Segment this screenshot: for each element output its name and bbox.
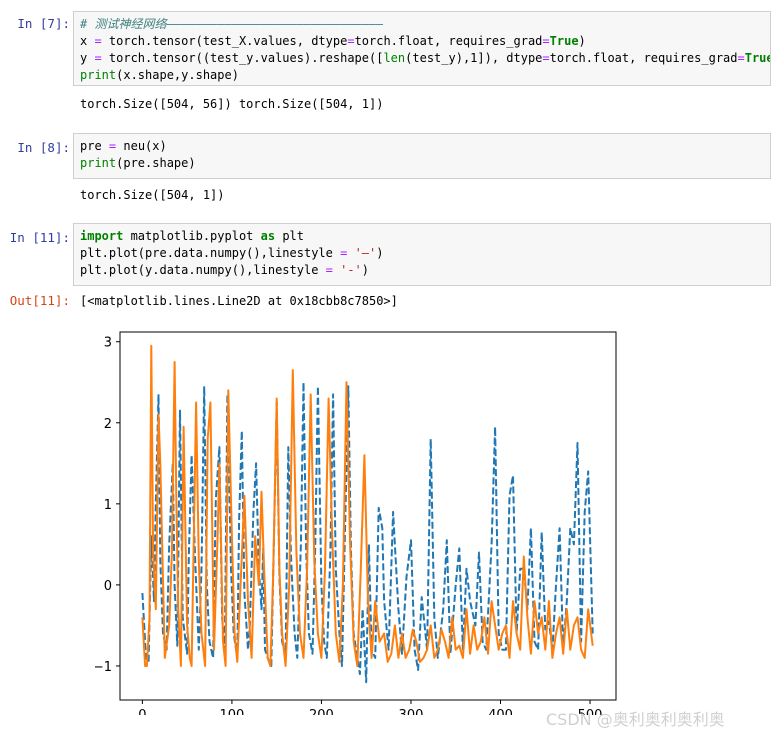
- code-token: =: [542, 51, 550, 65]
- input-prompt: In [11]:: [9, 230, 70, 245]
- series-layer: [141, 344, 594, 684]
- plot-frame: [119, 331, 617, 701]
- cell-output: [<matplotlib.lines.Line2D at 0x18cbb8c78…: [80, 294, 398, 308]
- code-line: x = torch.tensor(test_X.values, dtype=to…: [80, 33, 764, 50]
- series-line-1: [141, 344, 594, 667]
- code-token: =: [325, 263, 333, 277]
- code-line: y = torch.tensor((test_y.values).reshape…: [80, 50, 770, 67]
- code-token: print: [80, 156, 117, 170]
- code-token: [347, 246, 354, 260]
- code-line: # 测试神经网络——————————————————————————————: [80, 16, 764, 33]
- x-tick-label: 400: [488, 708, 513, 715]
- code-line: print(pre.shape): [80, 155, 764, 172]
- code-token: ): [376, 246, 384, 260]
- code-token: x: [80, 34, 95, 48]
- line-chart: 0 100 200 300 400 500 −1 0 1 2 3: [95, 331, 617, 715]
- code-token: print: [80, 68, 117, 82]
- tick-layer: 0 100 200 300 400 500 −1 0 1 2 3: [95, 336, 602, 715]
- input-prompt: In [8]:: [17, 140, 70, 155]
- code-token: plt.plot(pre.data.numpy(),linestyle: [80, 246, 341, 260]
- code-token: =: [108, 139, 117, 153]
- code-token: plt.plot(y.data.numpy(),linestyle: [80, 263, 326, 277]
- code-token: matplotlib.pyplot: [123, 229, 261, 243]
- y-tick-label: 2: [104, 417, 112, 432]
- code-token: torch.float, requires_grad: [354, 34, 543, 48]
- output-prompt: Out[11]:: [9, 293, 70, 308]
- code-token: '—': [354, 246, 377, 260]
- code-line: print(x.shape,y.shape): [80, 67, 764, 84]
- code-token: neu(x): [116, 139, 167, 153]
- code-token: (pre.shape): [116, 156, 196, 170]
- x-tick-label: 500: [578, 708, 603, 715]
- code-token: y: [80, 51, 95, 65]
- code-token: True: [549, 34, 579, 48]
- code-token: torch.tensor(test_X.values, dtype: [101, 34, 348, 48]
- code-token: torch.tensor((test_y.values).reshape([: [101, 51, 384, 65]
- code-token: True: [744, 51, 771, 65]
- code-token: (test_y),1]), dtype: [405, 51, 543, 65]
- code-token: =: [737, 51, 745, 65]
- code-token: torch.float, requires_grad: [549, 51, 738, 65]
- code-token: import: [80, 229, 124, 243]
- code-token: =: [542, 34, 550, 48]
- code-token: =: [94, 51, 102, 65]
- x-tick-label: 100: [219, 708, 244, 715]
- code-token: as: [260, 229, 276, 243]
- y-tick-label: 1: [104, 498, 112, 513]
- code-token: len: [383, 51, 406, 65]
- x-tick-label: 200: [309, 708, 334, 715]
- code-line: plt.plot(y.data.numpy(),linestyle = '-'): [80, 262, 764, 279]
- code-line: plt.plot(pre.data.numpy(),linestyle = '—…: [80, 245, 764, 262]
- code-token: ): [361, 263, 370, 277]
- y-tick-label: −1: [95, 660, 112, 675]
- code-token: =: [347, 34, 355, 48]
- input-prompt: In [7]:: [17, 16, 70, 31]
- code-editor[interactable]: pre = neu(x) print(pre.shape): [73, 133, 771, 179]
- code-token: plt: [275, 229, 304, 243]
- code-line: pre = neu(x): [80, 138, 764, 155]
- code-line: import matplotlib.pyplot as plt: [80, 228, 764, 245]
- code-token: # 测试神经网络——————————————————————————————: [80, 17, 384, 31]
- code-token: =: [94, 34, 102, 48]
- code-token: =: [340, 246, 348, 260]
- watermark-text: CSDN @奥利奥利奥利奥: [546, 710, 725, 729]
- y-tick-label: 0: [104, 579, 112, 594]
- cell-output: torch.Size([504, 1]): [80, 188, 225, 202]
- code-token: ): [578, 34, 586, 48]
- y-tick-label: 3: [104, 336, 112, 351]
- code-token: (x.shape,y.shape): [116, 68, 239, 82]
- code-editor[interactable]: import matplotlib.pyplot as plt plt.plot(…: [73, 223, 771, 286]
- x-tick-label: 0: [138, 708, 146, 715]
- code-editor[interactable]: # 测试神经网络—————————————————————————————— x …: [73, 11, 771, 86]
- x-tick-label: 300: [399, 708, 424, 715]
- code-token: '-': [340, 263, 362, 277]
- code-token: pre: [80, 139, 109, 153]
- cell-output: torch.Size([504, 56]) torch.Size([504, 1…: [80, 97, 384, 111]
